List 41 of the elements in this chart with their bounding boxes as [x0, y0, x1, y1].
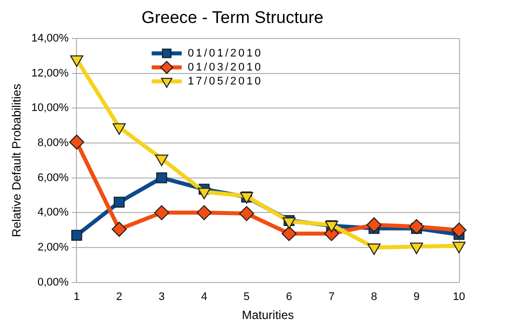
point [198, 188, 211, 200]
x-tick-label: 7 [328, 291, 335, 304]
point [112, 222, 127, 237]
point [452, 222, 466, 238]
x-tick-label: 4 [201, 291, 208, 304]
point [154, 205, 170, 220]
point [114, 196, 125, 208]
x-tick-label: 5 [244, 291, 250, 304]
legend-label: 17/05/2010 [188, 75, 263, 88]
y-tick-label: 8,00% [38, 137, 69, 150]
x-tick-label: 8 [370, 291, 378, 304]
point [70, 55, 84, 67]
point [112, 123, 126, 135]
y-tick-label: 0,00% [38, 276, 69, 288]
point [69, 134, 84, 150]
y-tick-label: 10,00% [31, 102, 69, 114]
chart-title: Greece - Term Structure [141, 8, 324, 27]
y-tick-label: 6,00% [38, 172, 69, 184]
point [71, 230, 82, 241]
x-axis-title: Maturities [242, 308, 294, 322]
y-tick-label: 4,00% [38, 206, 69, 219]
point [156, 172, 168, 184]
point [409, 219, 424, 234]
y-tick-label: 12,00% [31, 67, 69, 80]
point [239, 206, 254, 222]
y-tick-label: 14,00% [31, 32, 69, 44]
legend-label: 01/03/2010 [188, 61, 263, 74]
x-tick-label: 1 [74, 291, 80, 304]
y-tick-label: 2,00% [38, 242, 69, 254]
x-tick-label: 3 [158, 291, 165, 304]
x-tick-label: 6 [286, 291, 292, 304]
point [282, 226, 297, 242]
x-tick-label: 10 [452, 291, 466, 304]
legend-label: 01/01/2010 [188, 47, 263, 60]
point [366, 217, 382, 232]
y-axis-title: Relative Default Probabilities [10, 84, 24, 238]
point [155, 154, 168, 166]
x-tick-label: 2 [116, 291, 122, 304]
point [282, 217, 296, 229]
point [196, 205, 212, 220]
x-tick-label: 9 [413, 291, 420, 304]
